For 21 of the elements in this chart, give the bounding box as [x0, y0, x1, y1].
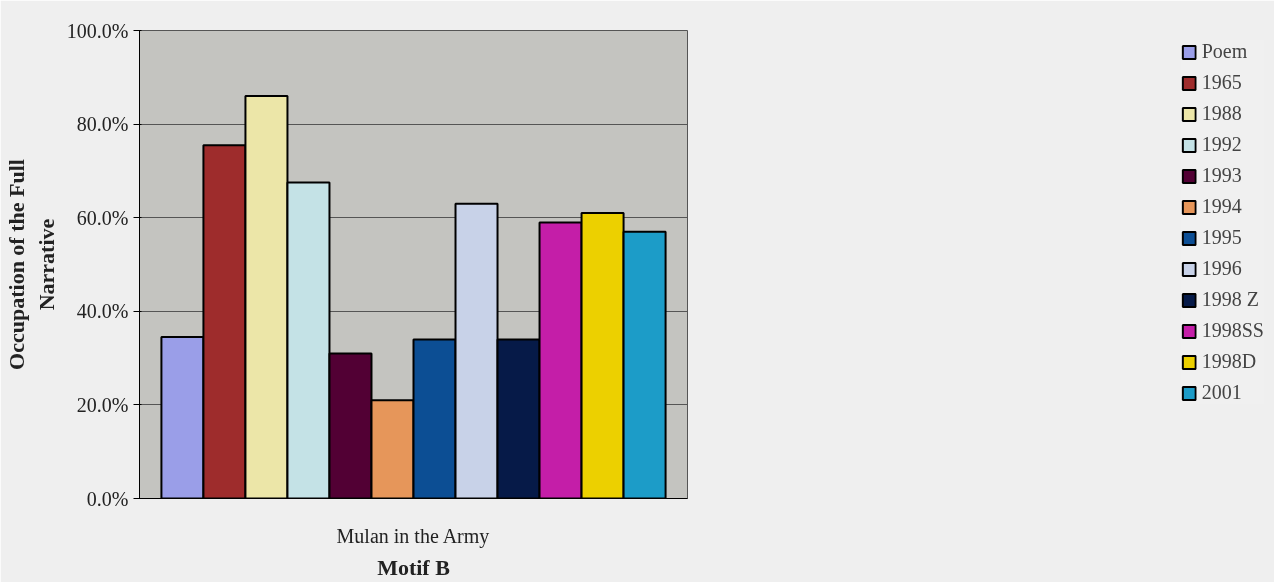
legend-label: 1992 [1201, 133, 1242, 156]
x-tick-label: Mulan in the Army [336, 524, 490, 548]
legend-label: 2001 [1201, 381, 1242, 404]
legend-label: 1994 [1201, 195, 1242, 218]
legend-label: Poem [1201, 40, 1248, 63]
y-tick-label: 80.0% [76, 113, 129, 136]
legend-label: 1996 [1201, 257, 1242, 280]
y-tick-label: 100.0% [66, 19, 129, 42]
y-tick-label: 40.0% [76, 300, 129, 323]
legend-label: 1988 [1201, 102, 1242, 125]
y-tick-label: 20.0% [76, 393, 129, 416]
legend-label: 1995 [1201, 226, 1242, 249]
y-tick-label: 60.0% [76, 206, 129, 229]
y-axis-title: Occupation of the Full Narrative [3, 159, 59, 370]
legend-label: 1993 [1201, 164, 1242, 187]
x-axis-title: Motif B [377, 554, 451, 580]
legend-label: 1998D [1201, 350, 1257, 373]
legend-label: 1998 Z [1201, 288, 1259, 311]
y-tick-label: 0.0% [86, 487, 129, 510]
legend-label: 1998SS [1201, 319, 1264, 342]
legend-label: 1965 [1201, 71, 1242, 94]
